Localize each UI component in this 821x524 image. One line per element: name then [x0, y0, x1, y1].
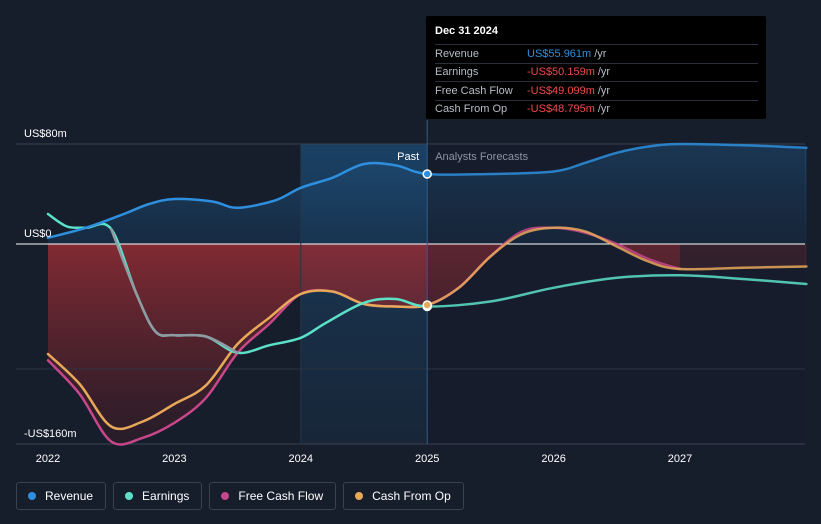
revenue-line-past: [46, 161, 428, 240]
legend-item-cash-from-op[interactable]: Cash From Op: [343, 482, 464, 510]
y-tick-label: US$0: [24, 228, 52, 240]
tooltip-row-cfo: Cash From Op -US$48.795m /yr: [435, 99, 758, 119]
x-tick-label: 2025: [415, 453, 439, 465]
x-tick-label: 2026: [541, 453, 565, 465]
earnings-line-past: [46, 212, 428, 355]
revenue-line-forecast: [427, 142, 808, 177]
earnings-line-muted: [109, 227, 239, 355]
earnings-dot-icon: [125, 492, 134, 500]
tooltip-row-unit: /yr: [594, 47, 607, 60]
tooltip-row-label: Earnings: [435, 66, 479, 79]
cfo-line-past: [46, 289, 428, 431]
legend-label: Cash From Op: [372, 489, 451, 503]
y-tick-label: US$80m: [24, 128, 67, 140]
revenue-dot-icon: [28, 492, 36, 500]
tooltip-row-unit: /yr: [597, 66, 611, 79]
tooltip-row-value: -US$49.099m: [527, 84, 595, 97]
legend-item-revenue[interactable]: Revenue: [16, 482, 107, 510]
legend-label: Revenue: [45, 489, 94, 503]
tooltip-row-unit: /yr: [597, 84, 611, 97]
hover-tooltip: Dec 31 2024 Revenue US$55.961m /yr Earni…: [426, 16, 766, 119]
x-tick-label: 2027: [668, 453, 692, 465]
tooltip-row-earnings: Earnings -US$50.159m /yr: [435, 62, 758, 82]
tooltip-row-fcf: Free Cash Flow -US$49.099m /yr: [435, 81, 758, 100]
legend-item-free-cash-flow[interactable]: Free Cash Flow: [209, 482, 337, 510]
tooltip-row-value: -US$50.159m: [527, 66, 595, 79]
cash-from-op-area: [48, 244, 807, 429]
earnings-line-forecast: [427, 273, 808, 308]
legend-item-earnings[interactable]: Earnings: [113, 482, 203, 510]
y-tick-label: -US$160m: [24, 428, 77, 440]
forecast-dim-overlay: [427, 144, 805, 444]
free-cash-flow-dot-icon: [221, 492, 230, 500]
legend-label: Earnings: [142, 489, 190, 503]
x-tick-label: 2023: [162, 453, 186, 465]
legend-label: Free Cash Flow: [238, 489, 324, 503]
cfo-line-forecast: [427, 226, 808, 307]
tooltip-row-revenue: Revenue US$55.961m /yr: [435, 44, 758, 63]
fcf-line-forecast: [427, 226, 682, 307]
tooltip-row-label: Revenue: [435, 47, 480, 60]
revenue-marker: [422, 169, 432, 179]
tooltip-row-value: US$55.961m: [527, 47, 592, 60]
tooltip-date: Dec 31 2024: [435, 25, 498, 37]
forecast-label: Analysts Forecasts: [435, 151, 528, 163]
cash-from-op-marker: [422, 300, 432, 310]
past-label: Past: [397, 151, 419, 163]
tooltip-row-label: Free Cash Flow: [435, 84, 513, 97]
x-tick-label: 2022: [36, 453, 60, 465]
x-tick-label: 2024: [289, 453, 313, 465]
chart-legend: Revenue Earnings Free Cash Flow Cash Fro…: [16, 482, 464, 510]
tooltip-row-unit: /yr: [597, 103, 611, 116]
cash-from-op-dot-icon: [355, 492, 364, 500]
tooltip-row-label: Cash From Op: [435, 103, 508, 116]
tooltip-row-value: -US$48.795m: [527, 103, 595, 116]
